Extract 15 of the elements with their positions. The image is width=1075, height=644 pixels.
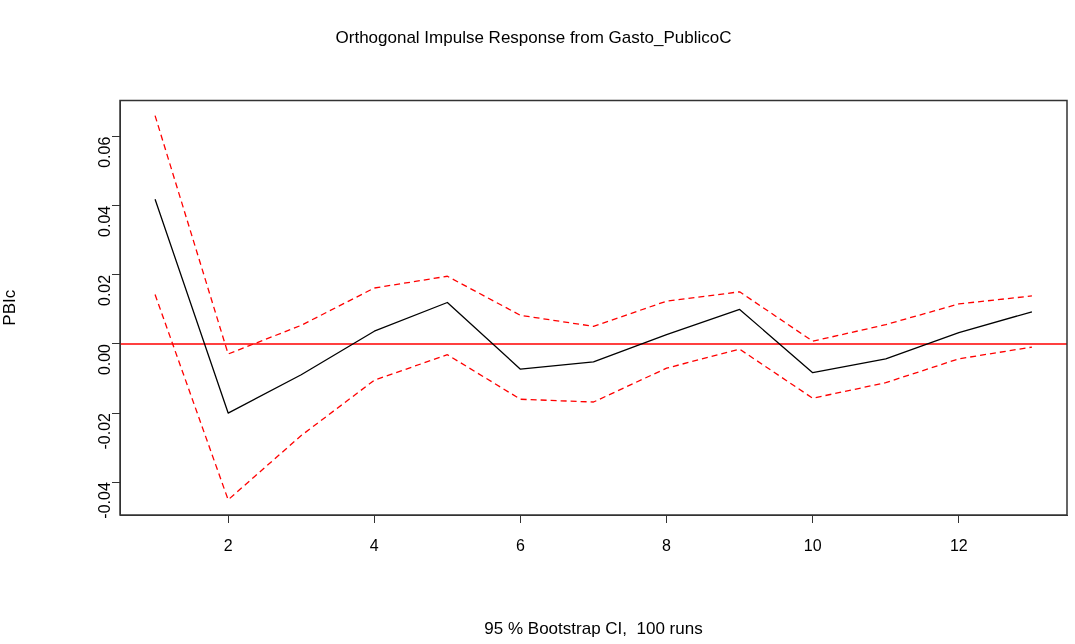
y-tick-label: -0.04 — [96, 482, 114, 519]
x-tick-label: 2 — [223, 537, 233, 555]
y-tick-label: 0.02 — [96, 274, 114, 307]
x-tick-label: 12 — [949, 537, 968, 555]
chart-title: Orthogonal Impulse Response from Gasto_PublicoC — [335, 27, 732, 47]
x-axis-title: 95 % Bootstrap CI, 100 runs — [484, 619, 703, 639]
y-axis-title: PBIc — [0, 289, 19, 326]
x-tick-label: 6 — [515, 537, 525, 555]
y-tick-label: 0.06 — [96, 136, 114, 168]
y-tick-label: 0.00 — [96, 343, 114, 376]
x-tick-label: 8 — [662, 537, 672, 555]
y-tick-label: 0.04 — [96, 205, 114, 237]
x-tick-label: 10 — [803, 537, 822, 555]
y-tick-label: -0.02 — [96, 412, 114, 450]
x-tick-label: 4 — [369, 537, 379, 555]
